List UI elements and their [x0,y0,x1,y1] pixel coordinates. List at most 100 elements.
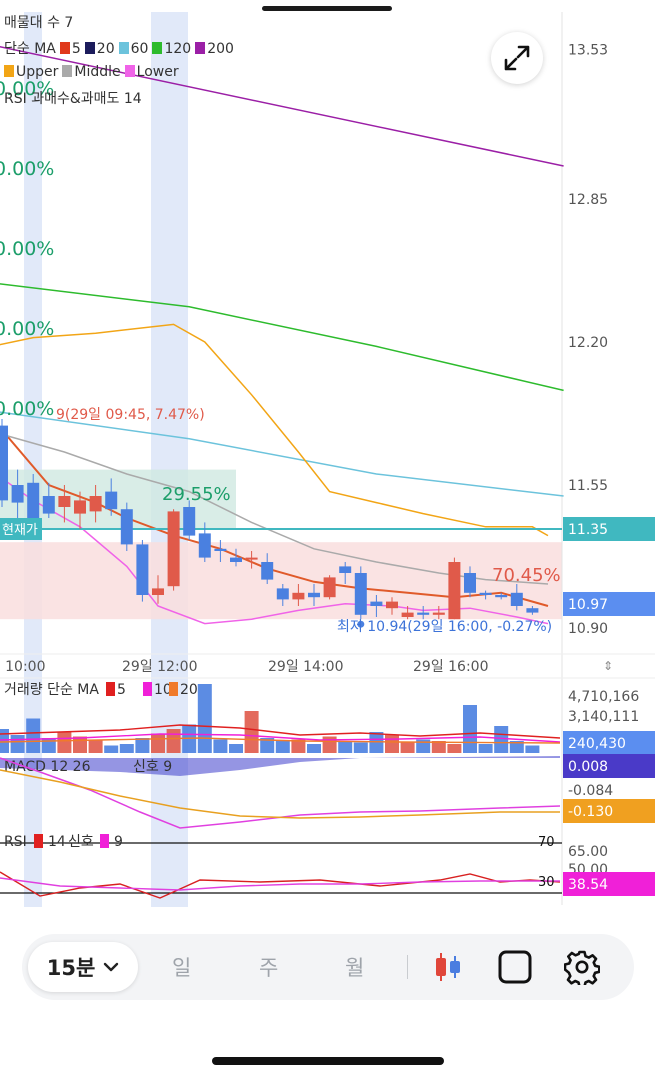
volume-bar [416,739,431,753]
volume-bar [151,733,165,753]
volume-bar [57,732,72,753]
ma-label: 단순 MA [4,41,56,57]
candle [152,588,164,595]
gear-icon[interactable] [564,949,600,985]
volume-last-value: 240,430 [568,736,626,752]
volume-ma-swatch-icon [106,682,115,696]
price-tick: 12.20 [568,335,608,351]
volume-bar [260,738,275,753]
candle [105,491,118,510]
candle [292,592,305,600]
chevron-down-icon [104,962,119,972]
highlight-band [151,12,188,907]
bb-swatch-icon [62,65,73,77]
candle [510,592,523,606]
candle [308,592,320,598]
macd-signal-line [0,769,560,819]
volume-bar [369,732,384,753]
tab-month[interactable]: 월 [345,956,365,980]
rsi-signal-legend: 신호 [68,834,94,850]
time-tick: 29일 12:00 [122,659,198,675]
volume-bar [213,739,228,753]
time-tick: 29일 16:00 [413,659,489,675]
volume-bar [88,739,103,753]
volume-ma-10 [0,733,561,743]
fullscreen-square-icon[interactable] [497,949,533,985]
candle [0,425,8,501]
rsi-overlay-label: RSI 과매수&과매도 14 [4,91,142,107]
bb-swatch-icon [4,65,14,77]
volume-bar [119,744,134,753]
volume-bar [431,741,446,753]
volume-bar [322,736,337,753]
volume-bar [353,742,368,753]
volume-profile-pct: 0.00% [0,398,54,420]
candle [74,500,86,514]
candle [432,612,445,615]
candle [11,485,24,503]
volume-bar [338,741,353,753]
ma-line-200 [0,46,564,167]
volume-bar [244,711,259,753]
expand-button[interactable] [491,32,543,84]
bb-label: Middle [74,64,121,80]
candle [120,509,133,545]
last-price-badge [563,592,655,616]
volume-bar [525,745,540,753]
volume-ma-period: 10 [154,682,172,698]
candle [198,533,211,558]
tab-day[interactable]: 일 [172,956,192,980]
bb-legend: Upper Middle Lower [4,64,179,80]
bb-swatch-icon [124,65,135,77]
volume-bar [135,738,150,753]
rsi-legend: RSI [4,834,27,850]
candle [214,548,227,551]
volume-profile-legend: 매물대 수 7 [4,12,73,32]
current-price-tag [0,518,42,540]
volume-ma-swatch-icon [143,682,152,696]
bottom-toolbar: 15분 일 주 월 [22,934,634,1000]
axis-scale-icon: ⇕ [603,659,613,673]
interval-select[interactable]: 15분 [28,942,138,992]
ma-period-label: 120 [164,41,192,57]
macd-line [0,757,561,829]
candle [167,511,180,587]
rsi-overlay-legend: RSI 과매수&과매도 14 [4,88,142,108]
rsi-level-30-label: 30 [538,875,555,890]
sheet-handle[interactable] [262,6,392,11]
price-tick: 12.85 [568,192,608,208]
bb-label: Upper [16,64,59,80]
price-chart[interactable]: 0.00%0.00%0.00%0.00%0.00% 9(29일 09:45, 7.… [0,0,655,910]
price-tick: 10.90 [568,621,608,637]
rsi-value-badge [563,872,655,896]
candle-type-icon[interactable] [432,950,464,984]
candle [323,577,336,598]
candle [27,482,40,518]
candle [401,612,414,617]
candle [464,573,476,593]
volume-bar [10,735,25,753]
candle [276,588,289,600]
volume-bar [73,736,87,753]
volume-bar [478,744,493,753]
candle [354,573,367,615]
volume-profile-pct: 0.00% [0,78,54,100]
candle [136,544,149,595]
candle [183,507,196,536]
highlight-band [24,12,42,907]
tab-week[interactable]: 주 [259,956,279,980]
rsi-signal-line [0,877,560,891]
volume-bar [494,726,509,753]
volume-ma-5 [0,724,561,739]
bb-label: Lower [136,64,179,80]
candle [245,557,258,560]
volume-bar [166,729,181,753]
macd-signal-legend: 신호 9 [133,759,172,775]
volume-ma-20 [0,737,561,744]
rsi-value: 38.54 [568,877,608,893]
volume-profile-pct: 0.00% [0,158,54,180]
gain-pct: 29.55% [162,484,231,505]
ma-swatch-icon [59,42,70,54]
volume-bar [385,735,399,753]
ma-line-bb-upper [0,323,549,537]
